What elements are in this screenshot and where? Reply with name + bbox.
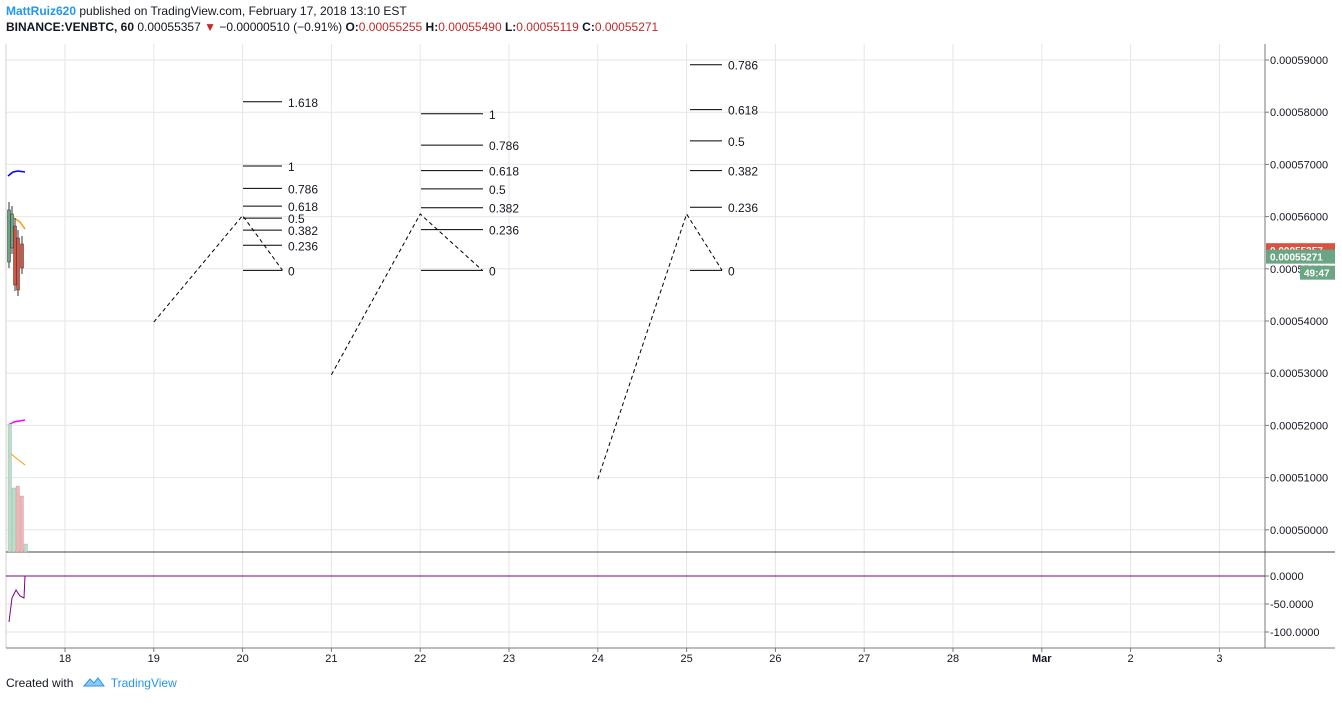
projection-path — [330, 213, 483, 376]
candle-body — [7, 209, 11, 263]
fib-level-label: 0.5 — [728, 135, 745, 149]
x-tick-label: 19 — [148, 653, 160, 665]
volume-bar — [23, 543, 28, 553]
tradingview-link[interactable]: TradingView — [110, 676, 177, 690]
down-arrow-icon: ▼ — [204, 20, 216, 34]
y-tick-label: 0.00058000 — [1270, 107, 1328, 119]
y-tick-label: 0.00056000 — [1270, 212, 1328, 224]
volume-bar — [19, 495, 24, 553]
fib-level-label: 1.618 — [288, 96, 318, 110]
created-with-label: Created with — [6, 676, 74, 690]
x-tick-label: 3 — [1216, 653, 1222, 665]
fib-level-label: 0 — [728, 264, 735, 278]
x-tick-label: 20 — [236, 653, 248, 665]
y-tick-label: 0.00051000 — [1270, 473, 1328, 485]
countdown-tag — [1300, 265, 1335, 280]
x-tick-label: 2 — [1128, 653, 1134, 665]
fib-level-label: 0.236 — [288, 239, 318, 253]
grid-lines — [6, 44, 1265, 648]
fib-level-label: 0 — [288, 264, 295, 278]
candle-body — [10, 213, 14, 249]
x-tick-label: 21 — [325, 653, 337, 665]
y-tick-label: 0.00059000 — [1270, 55, 1328, 67]
x-tick-label: 22 — [414, 653, 426, 665]
high-value: 0.00055490 — [438, 20, 502, 34]
volume-bar — [11, 487, 16, 553]
high-label: H: — [425, 20, 439, 34]
publish-info: published on TradingView.com, February 1… — [79, 4, 407, 18]
volume-bar — [7, 423, 12, 553]
fib-level-label: 0.618 — [288, 200, 318, 214]
low-label: L: — [504, 20, 517, 34]
candle-body — [16, 237, 20, 291]
x-tick-label: 18 — [59, 653, 71, 665]
fib-level-label: 0.236 — [728, 201, 758, 215]
y-tick-label: 0.00054000 — [1270, 316, 1328, 328]
price-axis[interactable]: 0.00059000 0.00058000 0.00057000 0.00056000… — [1265, 55, 1328, 537]
moving-average-line — [7, 170, 26, 177]
fib-level-label: 0.5 — [489, 183, 506, 197]
indicator-tick-label: 0.0000 — [1270, 571, 1304, 583]
y-tick-label: 0.00057000 — [1270, 159, 1328, 171]
chart-header: MattRuiz620 published on TradingView.com… — [6, 3, 658, 35]
footer: Created with TradingView — [6, 676, 177, 691]
close-price-tag — [1266, 249, 1335, 264]
ohlc-line: BINANCE:VENBTC, 60 0.00055357 ▼ −0.00000… — [6, 19, 658, 35]
tradingview-cloud-icon[interactable] — [82, 676, 105, 691]
fib-level-label: 1 — [489, 108, 496, 122]
open-value: 0.00055255 — [358, 20, 423, 34]
x-tick-label: 27 — [858, 653, 870, 665]
projection-lines[interactable] — [153, 212, 723, 480]
change-value: −0.00000510 (−0.91%) — [219, 20, 343, 34]
projection-path — [153, 214, 283, 323]
close-label: C: — [582, 20, 595, 34]
fib-level-label: 0.786 — [288, 182, 318, 196]
time-axis[interactable]: 18 19 20 21 22 23 24 25 26 27 28 Mar 2 3 — [59, 648, 1223, 665]
publish-line: MattRuiz620 published on TradingView.com… — [6, 3, 658, 19]
chart-borders — [5, 44, 1335, 649]
x-tick-label: 23 — [503, 653, 515, 665]
fib-level-label: 0.5 — [288, 212, 305, 226]
indicator-tick-label: -100.0000 — [1270, 627, 1320, 639]
indicator-line — [8, 575, 26, 623]
close-value: 0.00055271 — [594, 20, 659, 34]
author-link[interactable]: MattRuiz620 — [6, 4, 77, 18]
price-series — [7, 170, 28, 553]
indicator-tick-label: -50.0000 — [1270, 599, 1313, 611]
fib-level-label: 0 — [489, 264, 496, 278]
fib-level-label: 0.382 — [489, 202, 519, 216]
open-label: O: — [345, 20, 359, 34]
moving-average-line — [13, 217, 26, 230]
x-tick-label: 28 — [947, 653, 959, 665]
fib-level-label: 0.382 — [288, 224, 318, 238]
projection-path — [597, 212, 723, 480]
x-tick-label: 25 — [680, 653, 692, 665]
fib-level-label: 1 — [288, 160, 295, 174]
indicator-axis[interactable]: 0.0000 -50.0000 -100.0000 — [1265, 571, 1320, 639]
close-price-tag-label: 0.00055271 — [1270, 253, 1323, 264]
x-tick-label: 24 — [592, 653, 604, 665]
y-tick-label: 0.00053000 — [1270, 368, 1328, 380]
y-tick-label: 0.00050000 — [1270, 525, 1328, 537]
fib-level-label: 0.236 — [489, 224, 519, 238]
fib-level-label: 0.382 — [728, 165, 758, 179]
volume-bar — [15, 485, 20, 553]
candle-body — [20, 243, 24, 269]
low-value: 0.00055119 — [516, 20, 579, 34]
candle-body — [13, 225, 17, 286]
x-tick-label: 26 — [769, 653, 781, 665]
fib-levels[interactable]: 1.61810.7860.6180.50.3820.236010.7860.61… — [243, 59, 758, 279]
x-tick-label: Mar — [1032, 653, 1052, 665]
symbol-label[interactable]: BINANCE:VENBTC, 60 — [6, 20, 135, 34]
countdown-label: 49:47 — [1304, 269, 1330, 280]
last-value: 0.00055357 — [137, 20, 201, 34]
y-tick-label: 0.00052000 — [1270, 420, 1328, 432]
fib-level-label: 0.618 — [489, 165, 519, 179]
fib-level-label: 0.786 — [489, 139, 519, 153]
fib-level-label: 0.618 — [728, 104, 758, 118]
fib-level-label: 0.786 — [728, 59, 758, 73]
indicator-pane — [6, 575, 1265, 623]
